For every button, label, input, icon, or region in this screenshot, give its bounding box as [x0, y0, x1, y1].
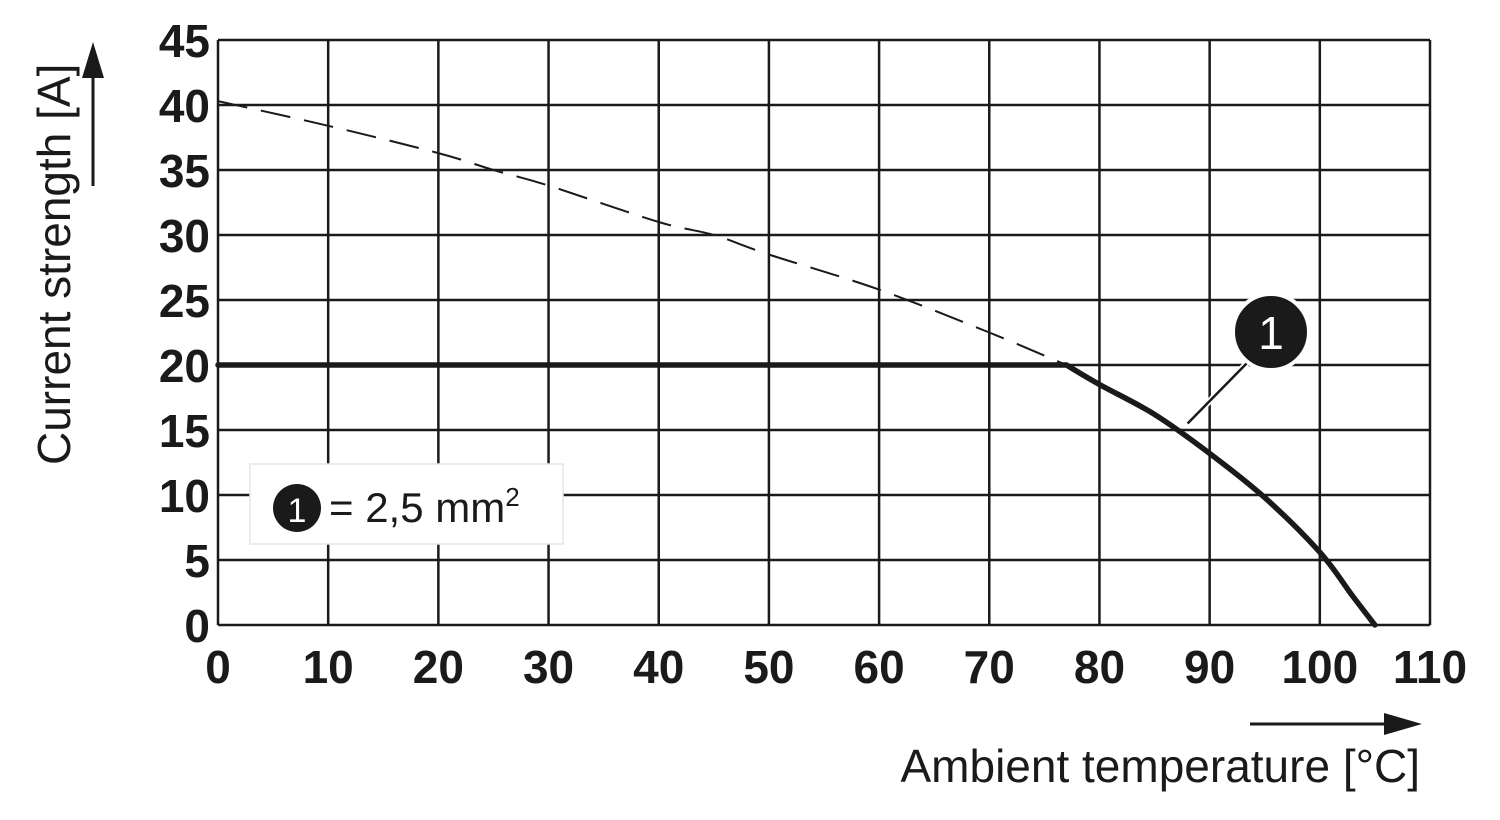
y-axis-arrow-head — [82, 42, 104, 78]
y-tick-label: 25 — [159, 275, 210, 327]
x-axis-title: Ambient temperature [°C] — [901, 740, 1421, 792]
series-group — [215, 100, 1378, 628]
callout-badge-label: 1 — [1258, 307, 1284, 359]
y-tick-label: 30 — [159, 210, 210, 262]
y-tick-label: 10 — [159, 470, 210, 522]
x-tick-label: 10 — [303, 641, 354, 693]
y-tick-labels: 0 5 10 15 20 25 30 35 40 45 — [159, 15, 210, 652]
x-tick-labels: 0 10 20 30 40 50 60 70 80 90 100 110 — [205, 641, 1467, 693]
y-tick-label: 0 — [184, 600, 210, 652]
y-tick-label: 20 — [159, 340, 210, 392]
x-tick-label: 100 — [1281, 641, 1358, 693]
legend-badge — [273, 484, 321, 532]
x-tick-label: 70 — [964, 641, 1015, 693]
x-tick-label: 60 — [854, 641, 905, 693]
callout: 1 — [1185, 292, 1311, 426]
x-tick-label: 20 — [413, 641, 464, 693]
x-tick-label: 40 — [633, 641, 684, 693]
legend-text-sup: 2 — [505, 482, 519, 512]
legend: 1 = 2,5 mm2 — [249, 463, 564, 545]
x-tick-label: 110 — [1393, 641, 1467, 693]
x-axis-arrow-head — [1384, 713, 1422, 735]
series-line-solid — [215, 362, 1378, 628]
callout-leader-line-inner — [1186, 361, 1249, 425]
x-tick-label: 80 — [1074, 641, 1125, 693]
x-tick-label: 0 — [205, 641, 231, 693]
legend-text: = 2,5 mm2 — [329, 482, 520, 531]
y-tick-label: 5 — [184, 535, 210, 587]
x-tick-label: 90 — [1184, 641, 1235, 693]
legend-text-main: = 2,5 mm — [329, 484, 505, 531]
y-axis-title-group: Current strength [A] — [28, 42, 104, 465]
y-axis-title: Current strength [A] — [28, 64, 80, 465]
x-tick-label: 50 — [743, 641, 794, 693]
y-tick-label: 45 — [159, 15, 210, 67]
x-tick-label: 30 — [523, 641, 574, 693]
y-tick-label: 40 — [159, 80, 210, 132]
series-line-dashed — [217, 100, 1067, 366]
callout-badge — [1231, 292, 1311, 372]
y-tick-label: 15 — [159, 405, 210, 457]
x-axis-title-group: Ambient temperature [°C] — [901, 713, 1422, 792]
y-tick-label: 35 — [159, 145, 210, 197]
legend-badge-label: 1 — [288, 492, 307, 530]
